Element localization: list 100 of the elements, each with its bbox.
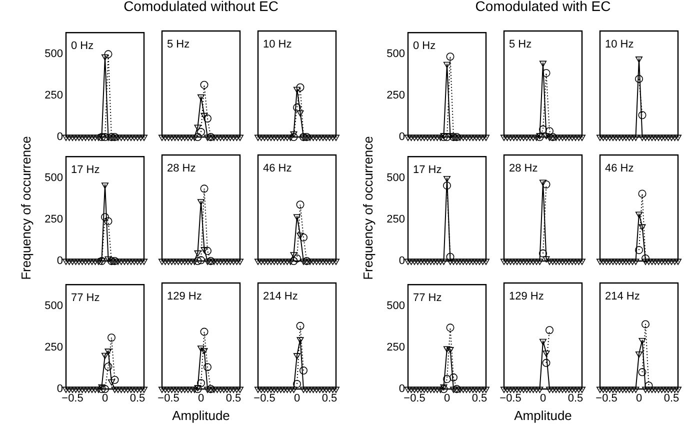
point xyxy=(88,258,96,265)
point xyxy=(658,386,666,393)
point xyxy=(668,134,676,141)
point xyxy=(671,386,678,393)
chart-title: Comodulated without EC xyxy=(124,0,278,14)
x-tick-label: −0.5 xyxy=(596,392,618,405)
point xyxy=(414,134,422,141)
point xyxy=(78,134,86,141)
point xyxy=(668,258,676,265)
point xyxy=(332,258,340,265)
point xyxy=(661,386,669,393)
point xyxy=(214,386,221,393)
point xyxy=(134,386,142,393)
point xyxy=(274,258,282,265)
point xyxy=(140,386,148,393)
point xyxy=(668,386,676,393)
point xyxy=(510,258,518,265)
point xyxy=(82,134,90,141)
point xyxy=(436,258,444,265)
x-tick-label: −0.5 xyxy=(158,392,180,405)
point xyxy=(264,134,272,141)
point xyxy=(612,258,620,265)
point xyxy=(230,134,238,141)
point xyxy=(632,386,640,393)
point xyxy=(290,386,298,393)
point xyxy=(164,134,172,141)
point xyxy=(197,199,205,206)
point xyxy=(539,125,547,134)
point xyxy=(280,386,288,393)
point xyxy=(504,258,511,265)
point xyxy=(536,386,544,393)
point xyxy=(204,114,212,122)
point xyxy=(62,134,70,141)
point xyxy=(181,258,188,265)
point xyxy=(450,386,458,393)
point xyxy=(290,133,298,141)
x-axis-title: Amplitude xyxy=(172,408,230,423)
point xyxy=(204,386,212,393)
point xyxy=(558,134,566,141)
x-tick-label: 0 xyxy=(636,392,642,405)
point xyxy=(114,258,122,265)
point xyxy=(322,386,330,393)
point xyxy=(78,386,86,393)
x-tick-label: −0.5 xyxy=(500,392,522,405)
point xyxy=(506,386,514,393)
point xyxy=(270,386,278,393)
point xyxy=(600,134,607,141)
point xyxy=(619,386,626,393)
point xyxy=(85,386,92,393)
point xyxy=(296,232,304,239)
point xyxy=(134,258,142,265)
point xyxy=(479,386,486,393)
point xyxy=(88,386,96,393)
point xyxy=(652,386,659,393)
point xyxy=(552,258,560,265)
point xyxy=(602,386,610,393)
point xyxy=(230,386,238,393)
point xyxy=(506,258,514,265)
point xyxy=(197,379,205,388)
y-tick-label: 0 xyxy=(398,131,405,144)
point xyxy=(277,134,284,141)
point xyxy=(635,246,643,254)
point xyxy=(664,134,672,141)
annotation: 0 Hz xyxy=(413,40,436,52)
point xyxy=(130,134,138,141)
point xyxy=(236,258,244,265)
point xyxy=(290,252,298,258)
point xyxy=(293,214,301,220)
point xyxy=(520,386,528,393)
point xyxy=(523,258,530,265)
point xyxy=(316,134,324,141)
point xyxy=(303,386,310,393)
point xyxy=(264,386,272,393)
point xyxy=(200,328,208,336)
point xyxy=(72,386,80,393)
point xyxy=(158,386,166,393)
point xyxy=(596,258,604,265)
point xyxy=(114,134,122,141)
point xyxy=(504,134,511,141)
point xyxy=(140,134,148,141)
point xyxy=(575,258,582,265)
point xyxy=(204,246,212,255)
point xyxy=(602,134,610,141)
point xyxy=(197,346,205,352)
point xyxy=(472,386,480,393)
point xyxy=(462,258,470,265)
point xyxy=(516,386,524,393)
point xyxy=(479,134,486,141)
point xyxy=(542,180,550,188)
point xyxy=(552,134,560,141)
point xyxy=(332,386,340,393)
x-tick-label: 0.5 xyxy=(130,392,146,405)
point xyxy=(578,386,586,393)
point xyxy=(446,252,454,261)
point xyxy=(75,134,83,141)
point xyxy=(542,69,550,78)
point xyxy=(75,258,83,265)
x-tick-label: 0.5 xyxy=(472,392,488,405)
point xyxy=(277,258,284,265)
annotation: 5 Hz xyxy=(167,38,190,51)
